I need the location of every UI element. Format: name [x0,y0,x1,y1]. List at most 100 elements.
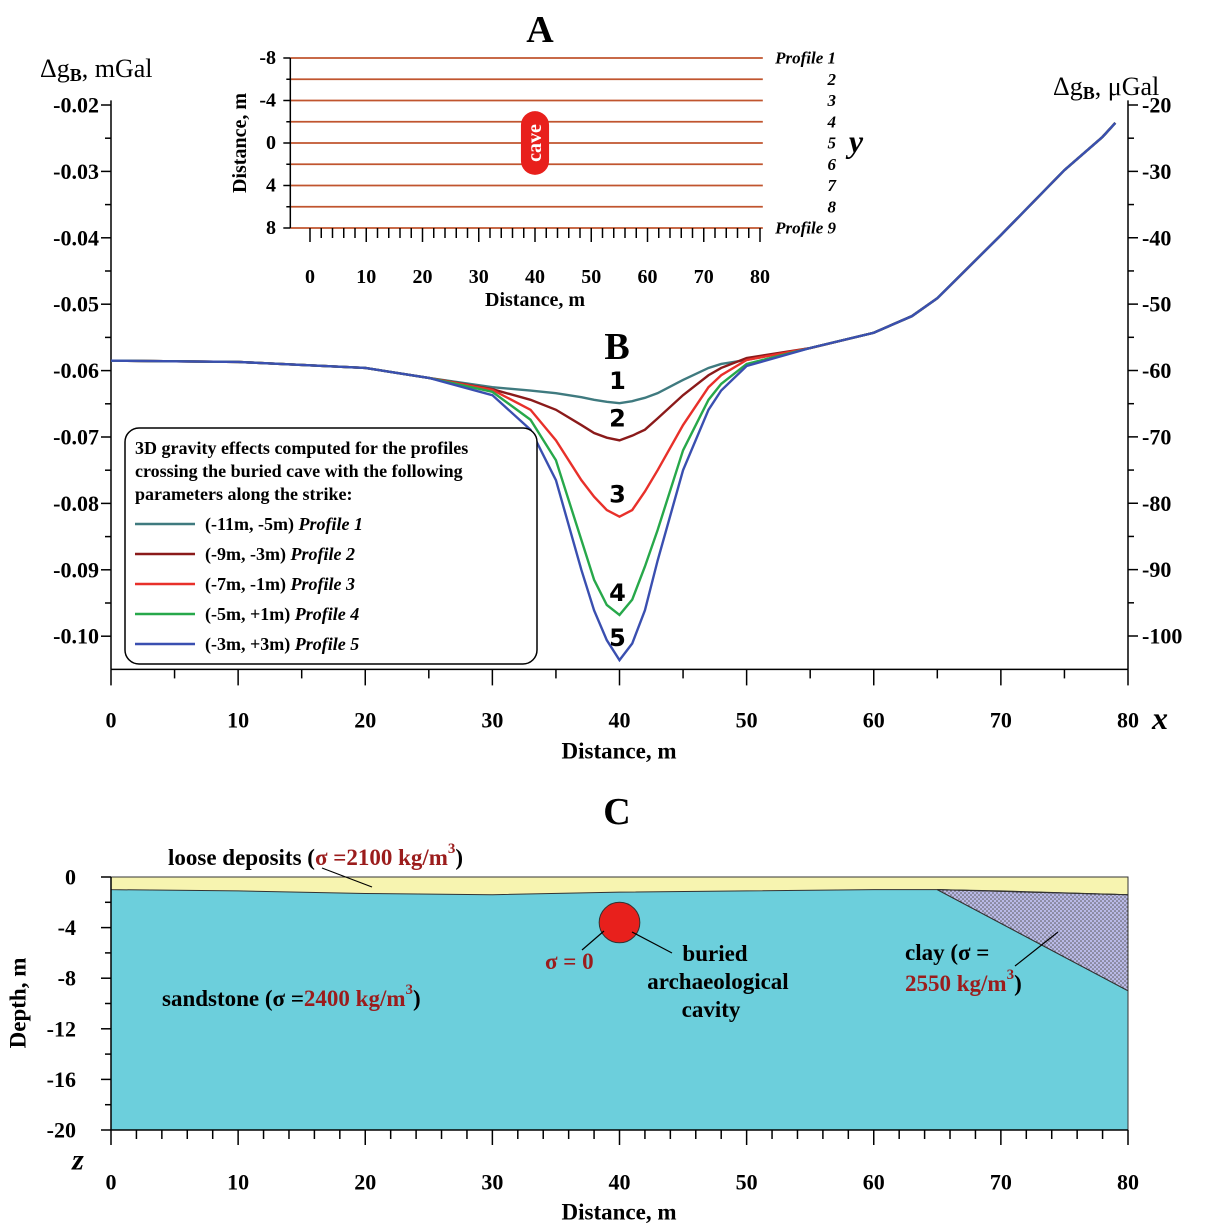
section-label: cavity [682,997,741,1022]
label-unit: , μGal [1095,72,1159,101]
label-part: ) [413,986,421,1011]
x-tick-label: 10 [227,708,249,733]
y-tick-label: -0.08 [53,491,99,516]
y-axis-label: Depth, m [6,958,31,1049]
y2-tick-label: -100 [1142,624,1182,649]
data-line [110,122,1117,663]
label-part: sandstone (σ = [162,986,304,1011]
label-unit: , mGal [82,54,153,83]
leader-lines [321,867,1059,967]
axis-unit-label: ΔgB, μGal [1053,72,1159,104]
x-tick-label: 10 [227,1170,249,1195]
y-tick-label: -0.10 [53,624,99,649]
label-part: buried [682,941,747,966]
x-tick-label: 30 [469,266,489,288]
y2-tick-label: -70 [1142,424,1171,449]
label-part: 3 [406,982,414,998]
x-tick-label: 0 [106,1170,117,1195]
panel-title: C [603,791,630,833]
y-tick-label: -8 [58,966,76,991]
legend-range: (-11m, -5m) [205,514,294,535]
y2-tick-label: -40 [1142,225,1171,250]
x-tick-label: 40 [525,266,545,288]
legend-name: Profile 5 [294,634,360,654]
x-tick-label: 50 [736,1170,758,1195]
curve-label: 4 [609,579,626,607]
profile-label: 8 [828,197,837,216]
label-part: loose deposits ( [168,845,315,870]
legend-range: (-7m, -1m) [205,574,286,595]
label-part: σ =2100 kg/m [315,845,448,870]
axis-unit-label: ΔgB, mGal [40,54,153,86]
legend-title: parameters along the strike: [135,484,352,504]
y-tick-label: 8 [266,217,276,239]
x-tick-label: 10 [356,266,376,288]
cave [520,111,550,175]
y-tick-label: -4 [259,90,276,112]
leader-line [631,931,673,954]
leader-line [321,867,373,888]
axis-name: x [1151,700,1168,736]
y-tick-label: 0 [65,865,76,890]
profile-label: Profile 9 [774,219,836,238]
section-label: archaeological [647,969,788,994]
labels: loose deposits (σ =2100 kg/m3)sandstone … [162,841,1022,1022]
profile-label: 3 [827,91,837,110]
y-tick-label: -4 [58,915,76,940]
legend-range: (-5m, +1m) [205,604,290,625]
x-tick-label: 20 [413,266,433,288]
x-tick-label: 0 [106,708,117,733]
y2-tick-label: -30 [1142,159,1171,184]
x-tick-label: 80 [1117,708,1139,733]
y-tick-label: -20 [47,1118,76,1143]
label-symbol: Δg [1053,72,1083,101]
label-part: archaeological [647,969,788,994]
legend: (-11m, -5m) Profile 1 (-9m, -3m) Profile … [135,438,468,655]
curve-label: 1 [609,367,626,395]
y2-tick-label: -60 [1142,358,1171,383]
section-label: sandstone (σ =2400 kg/m3) [162,982,421,1011]
label-part: σ = 0 [545,949,594,974]
x-tick-label: 0 [305,266,315,288]
curve-label: 5 [609,624,626,652]
x-tick-label: 60 [638,266,658,288]
y-tick-label: -0.04 [53,225,99,250]
y2-tick-label: -90 [1142,557,1171,582]
y-tick-label: -0.06 [53,358,99,383]
x-tick-label: 50 [736,708,758,733]
profile-label: 6 [828,155,837,174]
x-axis-label: Distance, m [562,739,677,764]
curve-label: 3 [609,481,626,509]
legend-box [124,427,538,665]
y-tick-label: -0.09 [53,557,99,582]
legend-title: 3D gravity effects computed for the prof… [135,438,468,458]
label-part: cavity [682,997,741,1022]
x-tick-label: 50 [581,266,601,288]
label-part: 3 [1007,967,1015,983]
y-tick-label: 0 [266,132,276,154]
label-part: ) [1014,971,1022,996]
leader-line [581,930,605,951]
legend-name: Profile 1 [297,514,363,534]
legend-entry: (-5m, +1m) Profile 4 [205,604,359,625]
profile-label: 7 [828,176,838,195]
profile-label: Profile 1 [774,49,836,68]
panel-title: B [604,326,629,368]
legend-entry: (-3m, +3m) Profile 5 [205,634,359,655]
section-label: loose deposits (σ =2100 kg/m3) [168,841,463,870]
layer-texture [937,889,1129,992]
section-label: 2550 kg/m3) [905,967,1022,996]
label-part: 2400 kg/m [304,986,406,1011]
cave [598,901,641,944]
y-tick-label: 4 [266,175,276,197]
panel-title: A [526,9,554,51]
label-subscript: B [70,65,82,85]
y2-tick-label: -50 [1142,292,1171,317]
x-tick-label: 80 [750,266,770,288]
label-part: ) [455,845,463,870]
legend-range: (-3m, +3m) [205,634,290,655]
legend-range: (-9m, -3m) [205,544,286,565]
legend-name: Profile 4 [294,604,360,624]
y-tick-label: -8 [259,47,276,69]
